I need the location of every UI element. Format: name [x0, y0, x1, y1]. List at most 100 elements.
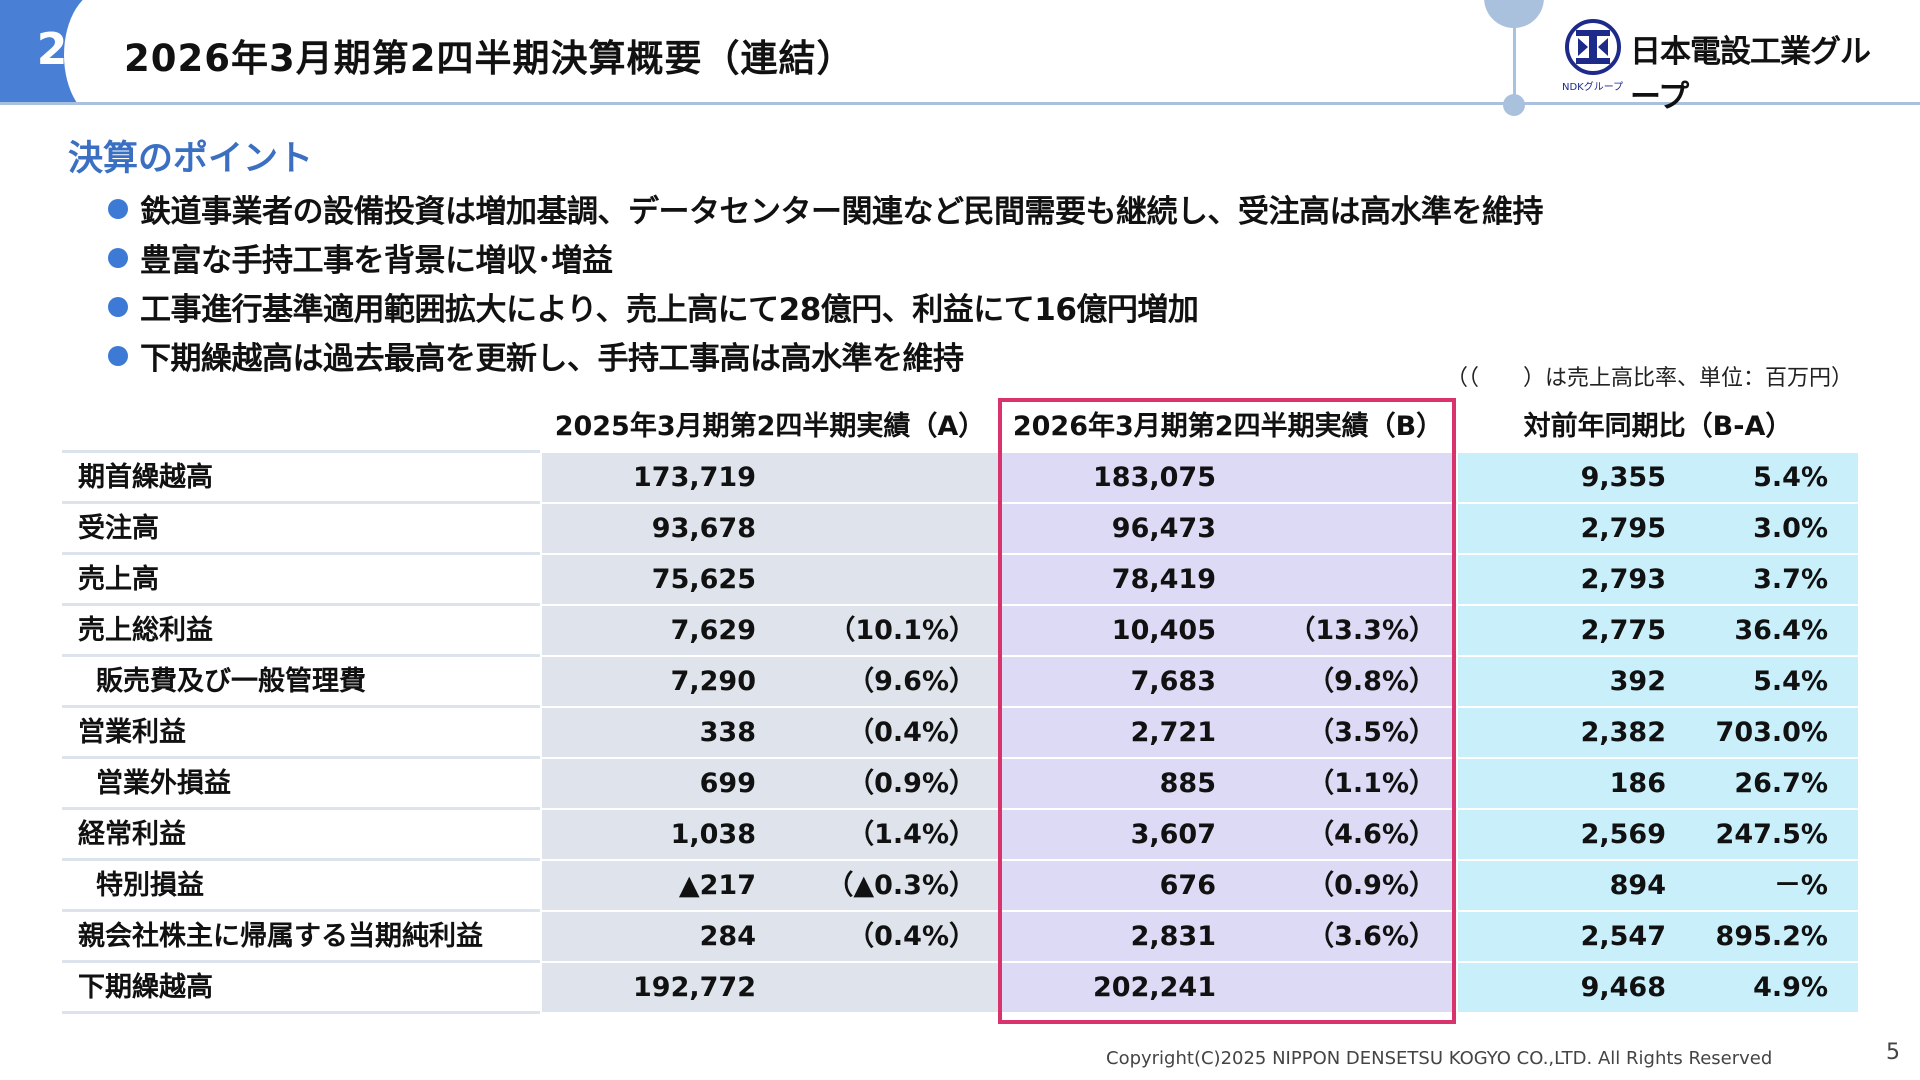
row-label: 営業外損益: [62, 759, 540, 810]
table-row: 経常利益 1,038 （1.4%） 3,607 （4.6%） 2,569 247.5%: [62, 810, 1858, 861]
ratio-b: （3.6%）: [1307, 921, 1436, 952]
change-value: 894: [1609, 870, 1666, 901]
cell-yoy-change: 894 －%: [1458, 861, 1858, 910]
value-b: 202,241: [1093, 972, 1216, 1003]
key-point: 下期繰越高は過去最高を更新し、手持工事高は高水準を維持: [108, 333, 1543, 382]
page-number: 5: [1886, 1040, 1900, 1065]
change-percent: 703.0%: [1715, 717, 1828, 748]
ratio-a: （10.1%）: [828, 615, 976, 646]
cell-yoy-change: 2,547 895.2%: [1458, 912, 1858, 961]
cell-period-b: 10,405 （13.3%）: [1002, 606, 1454, 655]
table-row: 販売費及び一般管理費 7,290 （9.6%） 7,683 （9.8%） 392 5.4%: [62, 657, 1858, 708]
ratio-b: （0.9%）: [1307, 870, 1436, 901]
column-header-a: 2025年3月期第2四半期実績（A）: [554, 411, 986, 442]
value-b: 10,405: [1111, 615, 1216, 646]
table-row: 営業利益 338 （0.4%） 2,721 （3.5%） 2,382 703.0%: [62, 708, 1858, 759]
cell-period-a: 75,625: [542, 555, 998, 604]
value-a: 75,625: [651, 564, 756, 595]
value-b: 2,721: [1130, 717, 1216, 748]
key-point: 鉄道事業者の設備投資は増加基調、データセンター関連など民間需要も継続し、受注高は…: [108, 186, 1544, 235]
page-badge: [0, 0, 104, 104]
bullet-icon: [108, 297, 128, 317]
change-value: 2,569: [1580, 819, 1666, 850]
ratio-a: （0.4%）: [847, 717, 976, 748]
page-badge-number: 2: [36, 24, 68, 75]
cell-yoy-change: 186 26.7%: [1458, 759, 1858, 808]
row-label: 営業利益: [62, 708, 540, 759]
value-a: 7,290: [670, 666, 756, 697]
ratio-a: （▲0.3%）: [826, 870, 976, 901]
value-a: 699: [699, 768, 756, 799]
change-percent: 5.4%: [1753, 666, 1828, 697]
cell-yoy-change: 2,569 247.5%: [1458, 810, 1858, 859]
value-b: 7,683: [1130, 666, 1216, 697]
cell-period-a: 7,629 （10.1%）: [542, 606, 998, 655]
cell-period-a: 93,678: [542, 504, 998, 553]
cell-yoy-change: 2,382 703.0%: [1458, 708, 1858, 757]
key-point: 豊富な手持工事を背景に増収･増益: [108, 235, 1543, 284]
bullet-icon: [108, 346, 128, 366]
column-header-b: 2026年3月期第2四半期実績（B）: [1012, 411, 1444, 442]
column-header-c: 対前年同期比（B-A）: [1523, 411, 1793, 442]
table-row: 売上高 75,625 78,419 2,793 3.7%: [62, 555, 1858, 606]
ratio-b: （13.3%）: [1288, 615, 1436, 646]
cell-period-b: 183,075: [1002, 453, 1454, 502]
value-a: 192,772: [633, 972, 756, 1003]
ndk-logo-icon: [1565, 19, 1621, 75]
change-percent: 895.2%: [1715, 921, 1828, 952]
value-a: 284: [699, 921, 756, 952]
cell-period-b: 676 （0.9%）: [1002, 861, 1454, 910]
cell-period-a: 338 （0.4%）: [542, 708, 998, 757]
cell-period-a: 7,290 （9.6%）: [542, 657, 998, 706]
value-a: 93,678: [651, 513, 756, 544]
cell-period-a: ▲217 （▲0.3%）: [542, 861, 998, 910]
change-percent: 3.7%: [1753, 564, 1828, 595]
value-b: 96,473: [1111, 513, 1216, 544]
bullet-icon: [108, 199, 128, 219]
cell-period-a: 699 （0.9%）: [542, 759, 998, 808]
value-b: 676: [1159, 870, 1216, 901]
change-percent: 3.0%: [1753, 513, 1828, 544]
cell-yoy-change: 392 5.4%: [1458, 657, 1858, 706]
cell-period-b: 885 （1.1%）: [1002, 759, 1454, 808]
logo-text: 日本電設工業グループ: [1630, 34, 1871, 115]
change-percent: 4.9%: [1753, 972, 1828, 1003]
key-points-list: 鉄道事業者の設備投資は増加基調、データセンター関連など民間需要も継続し、受注高は…: [108, 186, 1544, 382]
change-value: 2,775: [1580, 615, 1666, 646]
ratio-b: （4.6%）: [1307, 819, 1436, 850]
value-b: 3,607: [1130, 819, 1216, 850]
cell-period-b: 2,831 （3.6%）: [1002, 912, 1454, 961]
cell-period-a: 192,772: [542, 963, 998, 1012]
change-percent: 247.5%: [1715, 819, 1828, 850]
change-percent: 36.4%: [1734, 615, 1828, 646]
row-label: 販売費及び一般管理費: [62, 657, 540, 708]
row-label: 親会社株主に帰属する当期純利益: [62, 912, 540, 963]
value-a: 338: [699, 717, 756, 748]
table-row: 受注高 93,678 96,473 2,795 3.0%: [62, 504, 1858, 555]
row-label: 受注高: [62, 504, 540, 555]
value-a: ▲217: [678, 870, 756, 901]
value-b: 183,075: [1093, 462, 1216, 493]
change-value: 9,468: [1580, 972, 1666, 1003]
table-row: 営業外損益 699 （0.9%） 885 （1.1%） 186 26.7%: [62, 759, 1858, 810]
value-a: 173,719: [633, 462, 756, 493]
logo-subtext: NDKグループ: [1562, 82, 1624, 93]
cell-period-b: 7,683 （9.8%）: [1002, 657, 1454, 706]
row-label: 経常利益: [62, 810, 540, 861]
cell-yoy-change: 9,468 4.9%: [1458, 963, 1858, 1012]
ratio-b: （9.8%）: [1307, 666, 1436, 697]
value-b: 78,419: [1111, 564, 1216, 595]
cell-yoy-change: 9,355 5.4%: [1458, 453, 1858, 502]
change-percent: 5.4%: [1753, 462, 1828, 493]
decorative-stem: [1513, 20, 1516, 104]
table-row: 期首繰越高 173,719 183,075 9,355 5.4%: [62, 453, 1858, 504]
row-label: 期首繰越高: [62, 453, 540, 504]
table-header-row: 2025年3月期第2四半期実績（A） 2026年3月期第2四半期実績（B） 対前…: [62, 402, 1858, 453]
cell-yoy-change: 2,775 36.4%: [1458, 606, 1858, 655]
cell-yoy-change: 2,793 3.7%: [1458, 555, 1858, 604]
section-title: 決算のポイント: [68, 139, 314, 179]
cell-period-b: 3,607 （4.6%）: [1002, 810, 1454, 859]
ratio-a: （1.4%）: [847, 819, 976, 850]
row-label: 特別損益: [62, 861, 540, 912]
table-row: 下期繰越高 192,772 202,241 9,468 4.9%: [62, 963, 1858, 1014]
